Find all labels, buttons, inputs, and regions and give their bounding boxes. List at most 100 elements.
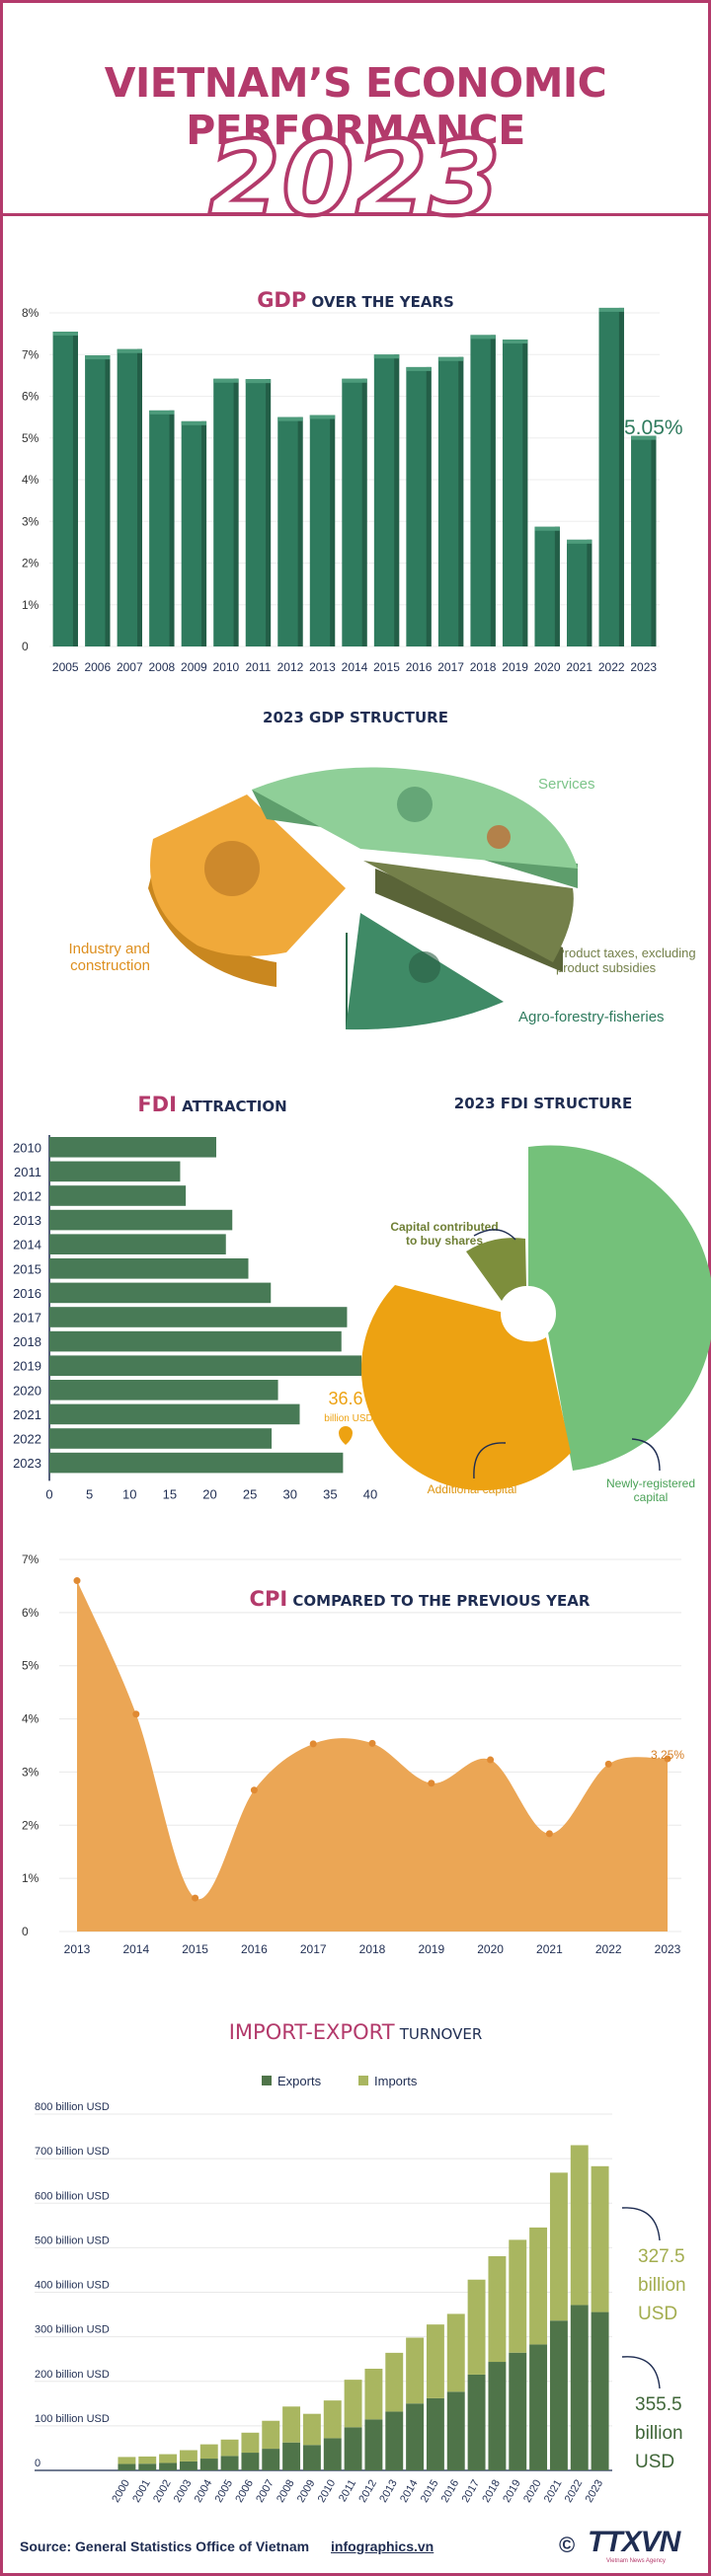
cpi-ytick-label: 4%: [22, 1712, 40, 1726]
fdi-xtick-label: 25: [243, 1486, 257, 1501]
trade-bar-imports: [344, 2380, 362, 2428]
pie-slice-agri-side: [346, 933, 348, 1029]
trade-xtick-label: 2013: [377, 2478, 400, 2505]
trade-bar-imports: [262, 2420, 280, 2450]
trade-bar-exports: [488, 2362, 507, 2470]
gdp-xtick-label: 2013: [309, 660, 336, 674]
fdi-bar: [49, 1137, 216, 1158]
fdi-ytick-label: 2016: [13, 1286, 41, 1301]
fdi-bar: [49, 1452, 344, 1474]
gdp-bar-shade: [137, 348, 143, 646]
cpi-xtick-label: 2022: [595, 1942, 622, 1956]
cpi-point: [192, 1894, 199, 1902]
cpi-ytick-label: 0: [22, 1925, 29, 1938]
gdp-xtick-label: 2019: [502, 660, 528, 674]
trade-ytick-label: 300 billion USD: [35, 2324, 110, 2336]
trade-bar-exports: [138, 2463, 157, 2470]
gdp-bar-shade: [490, 335, 496, 646]
trade-xtick-label: 2008: [275, 2478, 297, 2505]
gdp-title-highlight: GDP: [257, 288, 307, 312]
trade-xtick-label: 2020: [521, 2478, 544, 2505]
gdp-bar-shade: [651, 435, 657, 646]
gdp-bar-top: [373, 354, 400, 359]
legend-label-imports: Imports: [374, 2074, 418, 2088]
pie-decor-farm: [409, 951, 440, 983]
gdp-xtick-label: 2018: [470, 660, 497, 674]
trade-xtick-label: 2003: [172, 2478, 195, 2505]
gdp-xtick-label: 2021: [566, 660, 592, 674]
trade-ytick-label: 800 billion USD: [35, 2101, 110, 2113]
gdp-xtick-label: 2011: [246, 660, 272, 674]
trade-bar-imports: [529, 2227, 548, 2345]
fdi-ytick-label: 2022: [13, 1432, 41, 1447]
trade-bar-imports: [426, 2324, 444, 2398]
fdi-xtick-label: 10: [122, 1486, 136, 1501]
gdp-bar-top: [534, 526, 560, 531]
gdp-ytick-label: 5%: [22, 431, 40, 445]
trade-bar-imports: [549, 2172, 568, 2321]
trade-bar-exports: [549, 2320, 568, 2470]
cpi-point: [309, 1740, 317, 1748]
gdp-annotation: 5.05%: [624, 417, 683, 439]
fdi-ytick-label: 2012: [13, 1189, 41, 1204]
trade-xtick-label: 2010: [316, 2478, 339, 2505]
trade-bar-imports: [159, 2454, 178, 2463]
trade-xtick-label: 2017: [460, 2478, 483, 2505]
trade-xtick-label: 2014: [398, 2478, 421, 2505]
trade-bar-exports: [179, 2461, 198, 2470]
site-link[interactable]: infographics.vn: [331, 2538, 434, 2554]
trade-ytick-label: 600 billion USD: [35, 2190, 110, 2202]
gdp-bar-shade: [233, 378, 239, 646]
fdi-xtick-label: 30: [283, 1486, 297, 1501]
pie-slice-taxes: [363, 861, 574, 962]
gdp-bar-top: [437, 356, 464, 361]
source-text: Source: General Statistics Office of Vie…: [20, 2538, 310, 2554]
trade-xtick-label: 2015: [419, 2478, 441, 2505]
gdp-xtick-label: 2022: [598, 660, 625, 674]
gdp-bar-top: [277, 417, 303, 421]
trade-bar-imports: [241, 2432, 260, 2454]
fdi-leader-additional: [473, 1442, 507, 1479]
cpi-xtick-label: 2021: [536, 1942, 563, 1956]
gdp-bar-shade: [554, 526, 560, 646]
gdp-xtick-label: 2014: [342, 660, 368, 674]
cpi-point: [250, 1786, 258, 1794]
cpi-point: [428, 1780, 435, 1787]
fdi-title-rest: ATTRACTION: [182, 1098, 287, 1115]
trade-xtick-label: 2009: [295, 2478, 318, 2505]
gdp-bar-top: [309, 415, 336, 419]
fdi-ytick-label: 2020: [13, 1383, 41, 1398]
cpi-ytick-label: 7%: [22, 1553, 40, 1566]
gdp-structure-pie: [148, 767, 578, 1030]
fdi-slice-additional: [360, 1285, 571, 1491]
fdi-bar: [49, 1330, 342, 1352]
trade-ytick-label: 200 billion USD: [35, 2369, 110, 2381]
cpi-xtick-label: 2015: [182, 1942, 208, 1956]
trade-xtick-label: 2022: [563, 2478, 586, 2505]
gdp-chart: 0 1% 2% 3% 4% 5% 6% 7% 8% 2005 2006 2007 2008 2009 201…: [22, 306, 683, 674]
legend-swatch-imports: [358, 2076, 368, 2085]
gdp-bar-shade: [394, 354, 400, 646]
fdi-slice-shares: [466, 1238, 526, 1301]
gdp-bar-top: [181, 420, 207, 425]
gdp-bar-shade: [522, 340, 528, 646]
trade-xtick-label: 2002: [151, 2478, 174, 2505]
trade-bar-exports: [262, 2449, 280, 2470]
cpi-title-highlight: CPI: [249, 1587, 288, 1611]
fdi-bar: [49, 1428, 273, 1449]
trade-ytick-label: 0: [35, 2458, 40, 2469]
site-link-text[interactable]: infographics.vn: [331, 2538, 434, 2554]
gdp-bar-shade: [169, 410, 175, 646]
fdi-leaders: [473, 1229, 661, 1479]
cpi-point: [545, 1830, 553, 1838]
gdp-bar-shade: [587, 539, 592, 646]
trade-title-rest: TURNOVER: [399, 2025, 483, 2043]
gdp-bar-top: [342, 378, 367, 383]
gdp-ytick-label: 7%: [22, 347, 40, 361]
trade-bar-exports: [323, 2438, 342, 2470]
fdi-title-highlight: FDI: [137, 1093, 177, 1116]
trade-bar-imports: [179, 2450, 198, 2462]
fdi-leader-new: [631, 1438, 661, 1472]
trade-xtick-label: 2007: [254, 2478, 276, 2505]
trade-bar-imports: [282, 2406, 301, 2443]
